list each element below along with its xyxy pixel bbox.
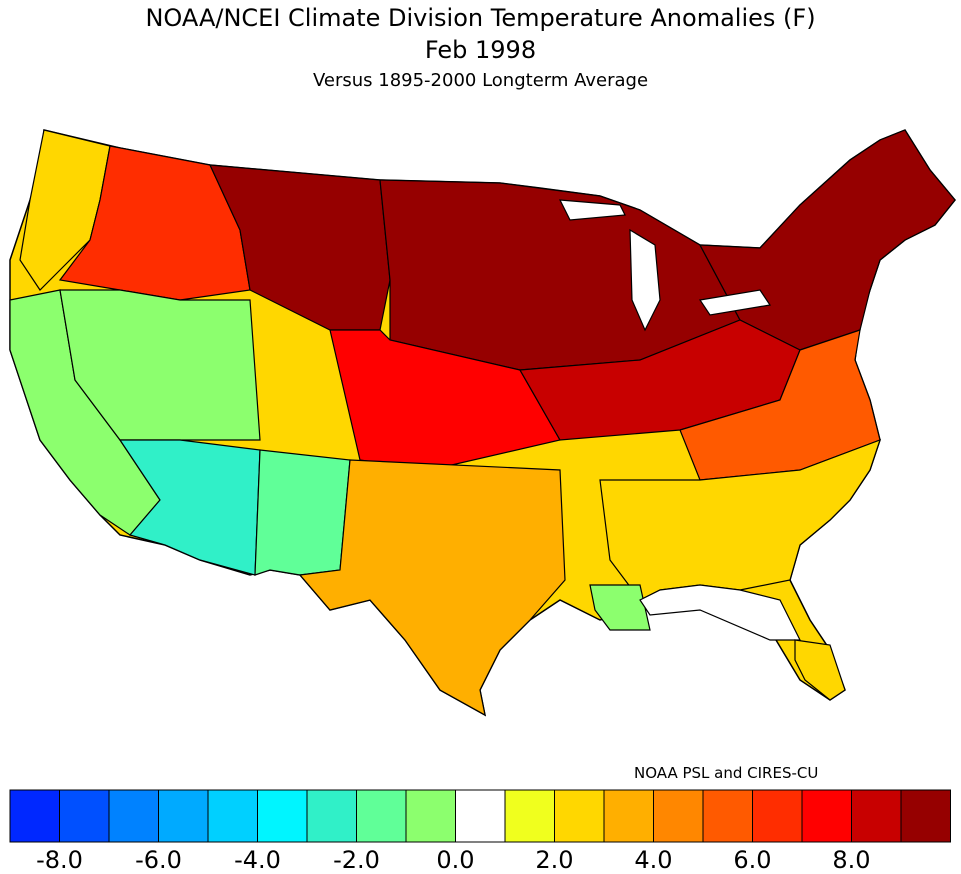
legend-swatch	[108, 789, 159, 843]
region-south-florida	[794, 639, 846, 701]
legend-tick-label: 4.0	[634, 846, 673, 874]
legend-swatch	[59, 789, 110, 843]
legend-tick-label: -2.0	[333, 846, 380, 874]
legend-swatch	[653, 789, 704, 843]
legend-tick-label: 8.0	[832, 846, 871, 874]
legend-tick-label: 0.0	[436, 846, 475, 874]
legend-swatch	[306, 789, 357, 843]
legend-tick-label: -4.0	[234, 846, 281, 874]
legend-swatch	[851, 789, 902, 843]
legend-tick-label: 2.0	[535, 846, 574, 874]
region-texas	[298, 459, 566, 717]
legend-swatch	[554, 789, 605, 843]
legend-swatch	[504, 789, 555, 843]
legend-swatch	[900, 789, 951, 843]
map-date: Feb 1998	[424, 36, 537, 64]
legend-swatch	[603, 789, 654, 843]
legend-swatch	[356, 789, 407, 843]
legend-swatch	[801, 789, 852, 843]
lake-1	[558, 199, 626, 221]
legend-tick-label: -6.0	[135, 846, 182, 874]
credit-label: NOAA PSL and CIRES-CU	[634, 764, 819, 782]
region-gulf-coast	[639, 584, 801, 641]
legend-swatch	[257, 789, 308, 843]
region-great-basin	[59, 289, 261, 441]
region-arizona	[118, 439, 261, 576]
legend-tick-label: 6.0	[733, 846, 772, 874]
legend-swatch	[752, 789, 803, 843]
lake-2	[698, 289, 772, 316]
legend-swatch	[207, 789, 258, 843]
region-louisiana	[589, 584, 651, 631]
map-title: NOAA/NCEI Climate Division Temperature A…	[145, 4, 816, 32]
map-subtitle: Versus 1895-2000 Longterm Average	[312, 70, 649, 91]
legend-swatch	[455, 789, 506, 843]
legend-swatch	[405, 789, 456, 843]
legend-tick-label: -8.0	[36, 846, 83, 874]
lake-0	[629, 228, 661, 332]
legend-swatch	[158, 789, 209, 843]
legend-swatch	[702, 789, 753, 843]
legend-swatch	[9, 789, 60, 843]
us-anomaly-map	[9, 129, 956, 717]
